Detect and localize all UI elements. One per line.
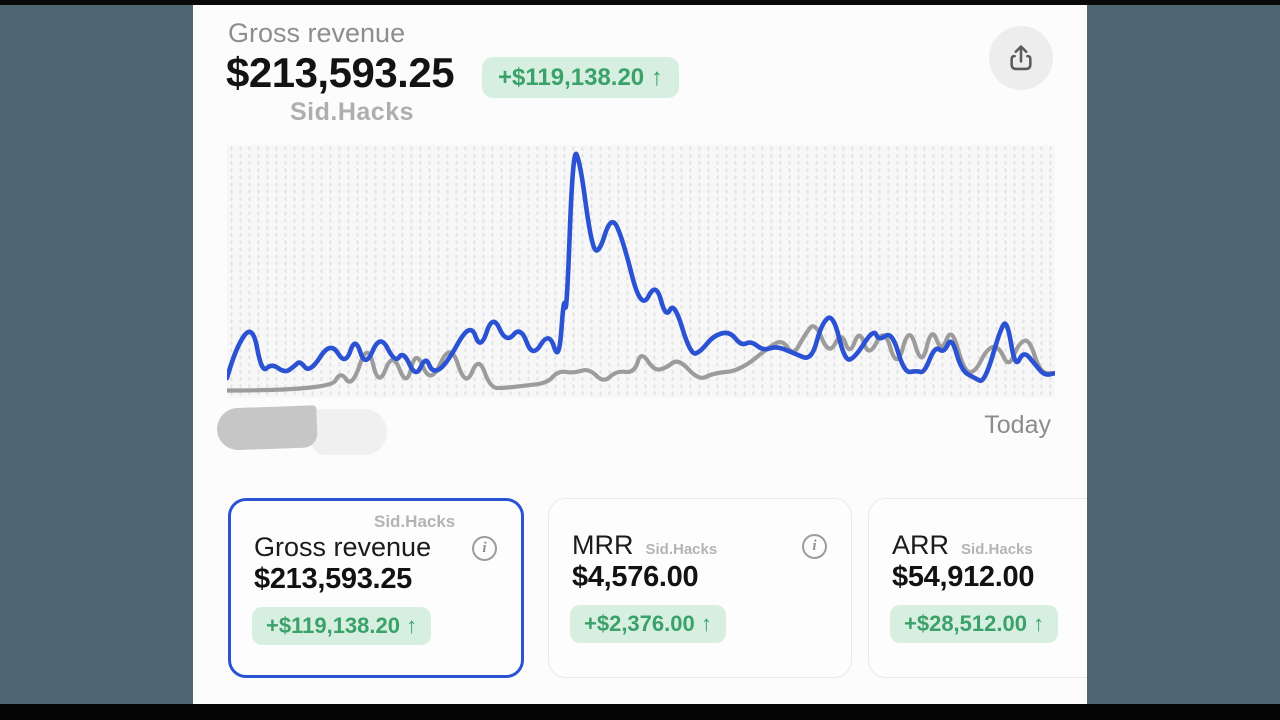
revenue-chart-canvas[interactable] xyxy=(227,145,1055,398)
redacted-start-date xyxy=(216,403,387,455)
dashboard-panel: Gross revenue $213,593.25 +$119,138.20 ↑… xyxy=(193,5,1087,704)
redaction-scribble-light xyxy=(311,409,387,455)
top-letterbox-bar xyxy=(0,0,1280,5)
info-icon[interactable]: i xyxy=(802,534,827,559)
chart-end-label: Today xyxy=(984,411,1051,439)
metric-card-gross-revenue[interactable]: Sid.Hacks Gross revenue i $213,593.25 +$… xyxy=(228,498,524,678)
card-value: $213,593.25 xyxy=(254,563,412,595)
gross-revenue-delta-badge: +$119,138.20 ↑ xyxy=(482,57,679,98)
card-title: MRR xyxy=(572,530,634,560)
watermark-text: Sid.Hacks xyxy=(645,541,718,558)
watermark-text: Sid.Hacks xyxy=(290,98,415,126)
page-title: Gross revenue xyxy=(228,18,406,48)
metric-card-arr[interactable]: ARR Sid.Hacks $54,912.00 +$28,512.00 ↑ xyxy=(868,498,1087,678)
watermark-text: Sid.Hacks xyxy=(374,512,456,531)
card-title: Gross revenue xyxy=(254,532,432,562)
card-delta-badge: +$2,376.00 ↑ xyxy=(570,605,726,643)
card-title: ARR xyxy=(892,530,950,560)
redaction-scribble-dark xyxy=(216,405,318,451)
gross-revenue-value: $213,593.25 xyxy=(226,49,455,96)
share-upload-icon xyxy=(1010,45,1032,71)
share-button[interactable] xyxy=(989,26,1053,90)
card-value: $4,576.00 xyxy=(572,561,699,593)
chart-series-current xyxy=(227,151,1055,384)
card-value: $54,912.00 xyxy=(892,561,1035,593)
card-delta-badge: +$119,138.20 ↑ xyxy=(252,607,432,645)
card-delta-badge: +$28,512.00 ↑ xyxy=(890,605,1059,643)
bottom-letterbox-bar xyxy=(0,704,1280,720)
info-icon[interactable]: i xyxy=(472,536,497,561)
watermark-text: Sid.Hacks xyxy=(961,541,1033,558)
metric-card-mrr[interactable]: MRR Sid.Hacks i $4,576.00 +$2,376.00 ↑ xyxy=(548,498,852,678)
